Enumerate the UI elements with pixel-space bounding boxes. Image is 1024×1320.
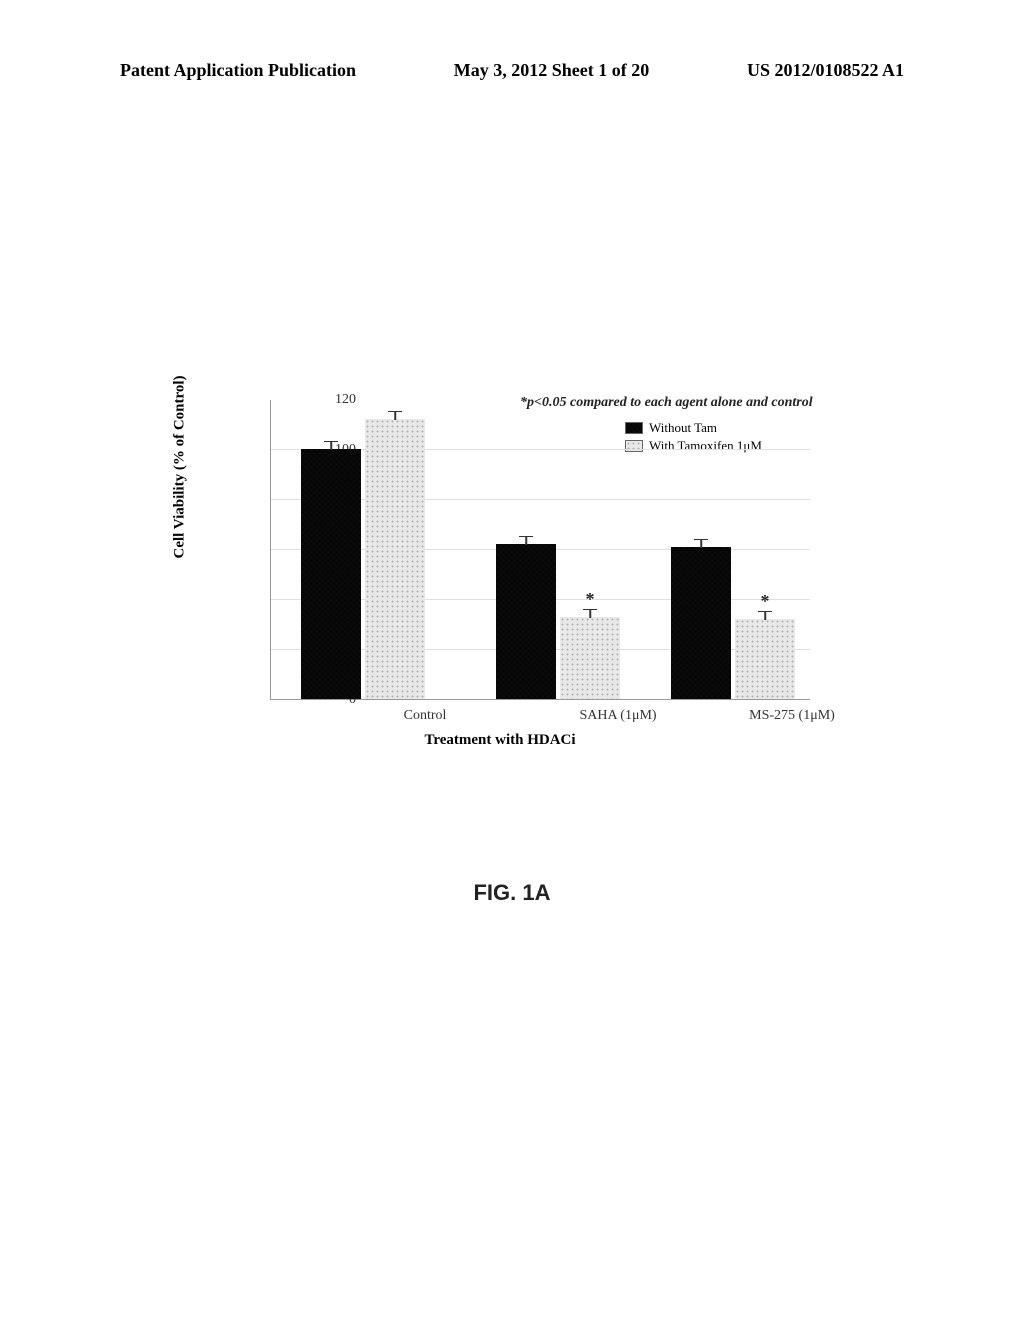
bar bbox=[671, 547, 731, 700]
x-tick-label: SAHA (1μM) bbox=[579, 708, 656, 724]
error-bar bbox=[388, 411, 402, 419]
x-tick-label: MS-275 (1μM) bbox=[749, 708, 835, 724]
bar-group: * bbox=[671, 547, 795, 700]
cell-viability-chart: Cell Viability (% of Control) *p<0.05 co… bbox=[180, 370, 820, 780]
page-header: Patent Application Publication May 3, 20… bbox=[0, 60, 1024, 81]
bar-group bbox=[301, 419, 425, 699]
bar: * bbox=[735, 619, 795, 699]
header-left: Patent Application Publication bbox=[120, 60, 356, 81]
bar: * bbox=[560, 617, 620, 700]
x-axis-label: Treatment with HDACi bbox=[424, 732, 575, 749]
error-bar bbox=[758, 611, 772, 619]
y-axis-label: Cell Viability (% of Control) bbox=[172, 375, 189, 558]
figure-label: FIG. 1A bbox=[473, 880, 550, 906]
header-right: US 2012/0108522 A1 bbox=[747, 60, 904, 81]
y-tick: 120 bbox=[326, 392, 356, 408]
bar-group: * bbox=[496, 544, 620, 699]
chart-plot-area: 0 20 40 60 80 100 120 ** bbox=[270, 400, 810, 700]
x-tick-label: Control bbox=[404, 708, 447, 724]
error-bar bbox=[324, 441, 338, 449]
significance-star: * bbox=[586, 589, 595, 610]
bar bbox=[301, 449, 361, 699]
header-center: May 3, 2012 Sheet 1 of 20 bbox=[454, 60, 649, 81]
error-bar bbox=[583, 609, 597, 617]
error-bar bbox=[519, 536, 533, 544]
bar bbox=[496, 544, 556, 699]
significance-star: * bbox=[761, 591, 770, 612]
error-bar bbox=[694, 539, 708, 547]
bar bbox=[365, 419, 425, 699]
